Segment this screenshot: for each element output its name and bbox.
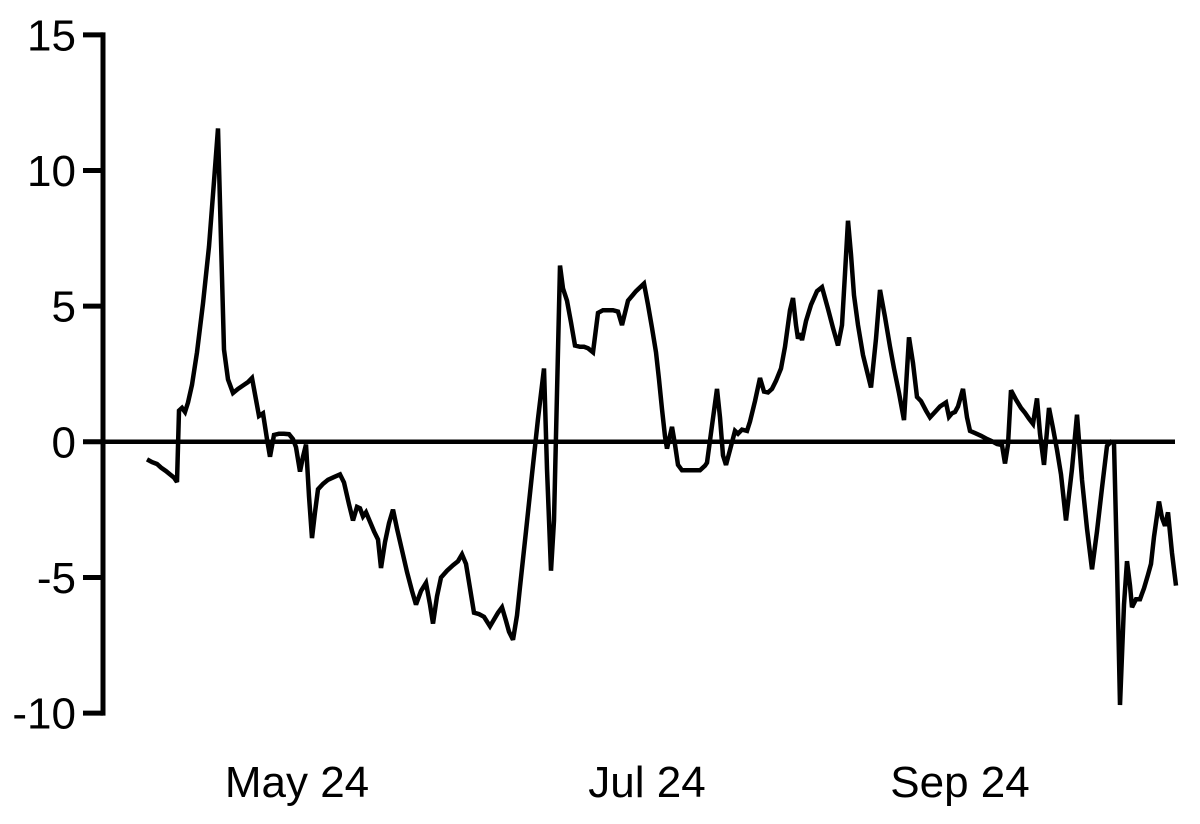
x-axis-labels: May 24 Jul 24 Sep 24 bbox=[225, 758, 1030, 807]
series-line-value bbox=[145, 128, 1179, 706]
y-tick-label-0: 0 bbox=[52, 418, 76, 467]
y-tick-label--5: -5 bbox=[37, 554, 76, 603]
y-tick-label-5: 5 bbox=[52, 283, 76, 332]
x-tick-label-sep-24: Sep 24 bbox=[890, 758, 1029, 807]
y-tick-label-15: 15 bbox=[27, 11, 76, 60]
x-tick-label-jul-24: Jul 24 bbox=[588, 758, 705, 807]
y-axis: 15 10 5 0 -5 -10 bbox=[12, 11, 106, 739]
x-tick-label-may-24: May 24 bbox=[225, 758, 369, 807]
y-tick-label-10: 10 bbox=[27, 147, 76, 196]
series-group bbox=[145, 128, 1179, 706]
y-tick-label--10: -10 bbox=[12, 690, 76, 739]
